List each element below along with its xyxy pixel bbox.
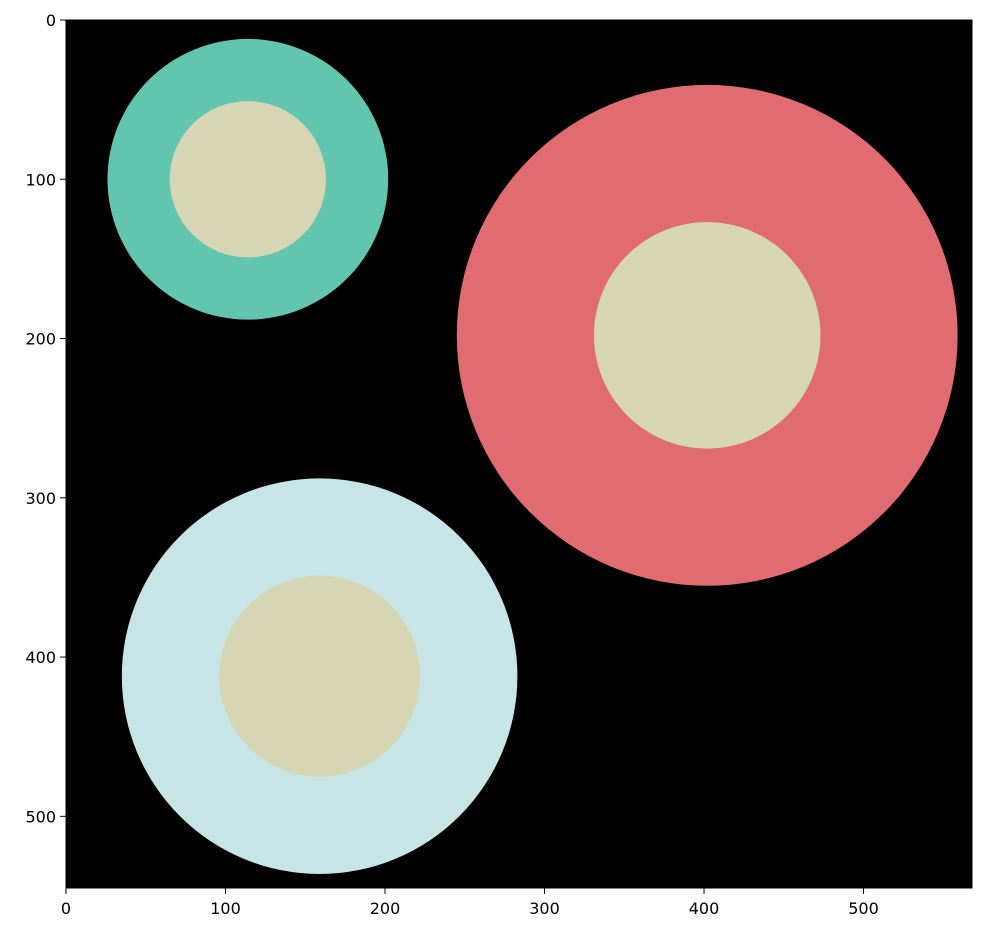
x-tick-label: 400: [689, 899, 720, 918]
x-axis: 0 100 200 300 400 500: [61, 888, 879, 918]
y-tick-label: 500: [25, 807, 56, 826]
circle-2-inner-disk: [593, 222, 821, 449]
y-tick-label: 200: [25, 330, 56, 349]
circle-1-inner-disk: [169, 101, 326, 258]
y-tick-label: 100: [25, 170, 56, 189]
y-axis: 0 100 200 300 400 500: [25, 11, 66, 826]
x-tick-label: 200: [370, 899, 401, 918]
y-tick-label: 0: [46, 11, 56, 30]
circle-3-inner-disk: [219, 575, 421, 777]
x-tick-label: 100: [210, 899, 241, 918]
axes-frame: [65, 19, 973, 889]
circles-layer: [107, 38, 958, 874]
x-tick-label: 0: [61, 899, 71, 918]
y-tick-label: 400: [25, 648, 56, 667]
x-tick-label: 500: [848, 899, 879, 918]
x-tick-label: 300: [529, 899, 560, 918]
y-tick-label: 300: [25, 489, 56, 508]
